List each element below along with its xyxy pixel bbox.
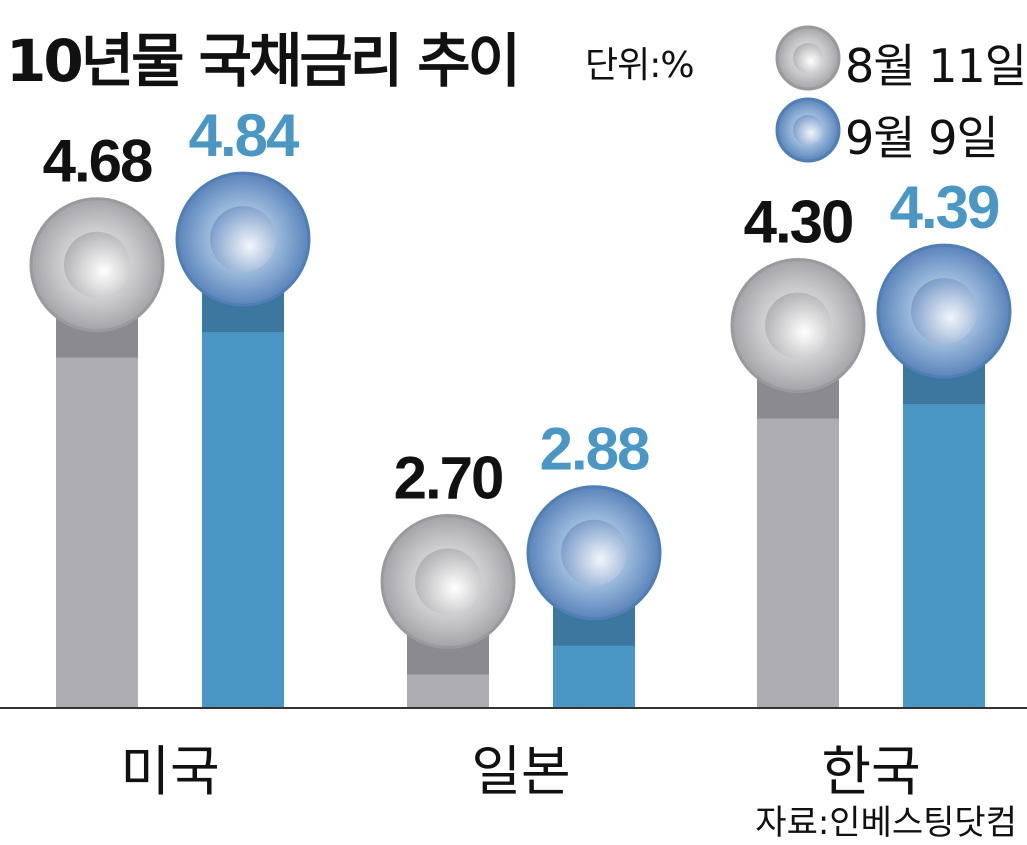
bar-cap-inner-jp-sep [561, 519, 627, 586]
legend-marker-aug-inner [793, 43, 823, 73]
source-note: 자료:인베스팅닷컴 [755, 803, 1017, 843]
category-label-jp: 일본 [471, 740, 571, 803]
bar-cap-inner-us-sep [210, 206, 276, 273]
bar-cap-inner-kr-sep [911, 278, 977, 345]
bars-layer: 4.68 2.70 4.30 4.84 2.88 4.39 [29, 102, 1012, 708]
value-label-us-sep: 4.84 [189, 102, 300, 169]
value-label-kr-aug: 4.30 [744, 189, 853, 256]
bar-cap-inner-jp-aug [415, 548, 481, 615]
value-label-jp-aug: 2.70 [394, 445, 503, 512]
category-label-us: 미국 [120, 740, 220, 803]
legend-label-aug: 8월 11일 [845, 39, 1027, 93]
legend-marker-sep-inner [793, 115, 823, 145]
legend [775, 25, 841, 163]
chart-title: 10년물 국채금리 추이 [6, 27, 521, 95]
value-label-kr-sep: 4.39 [890, 174, 999, 241]
value-label-jp-sep: 2.88 [540, 416, 649, 483]
category-label-kr: 한국 [821, 740, 921, 803]
unit-label: 단위:% [585, 45, 695, 86]
bar-cap-inner-us-aug [64, 231, 130, 298]
legend-label-sep: 9월 9일 [845, 111, 999, 165]
bar-cap-inner-kr-aug [765, 292, 831, 359]
value-label-us-aug: 4.68 [43, 128, 152, 195]
